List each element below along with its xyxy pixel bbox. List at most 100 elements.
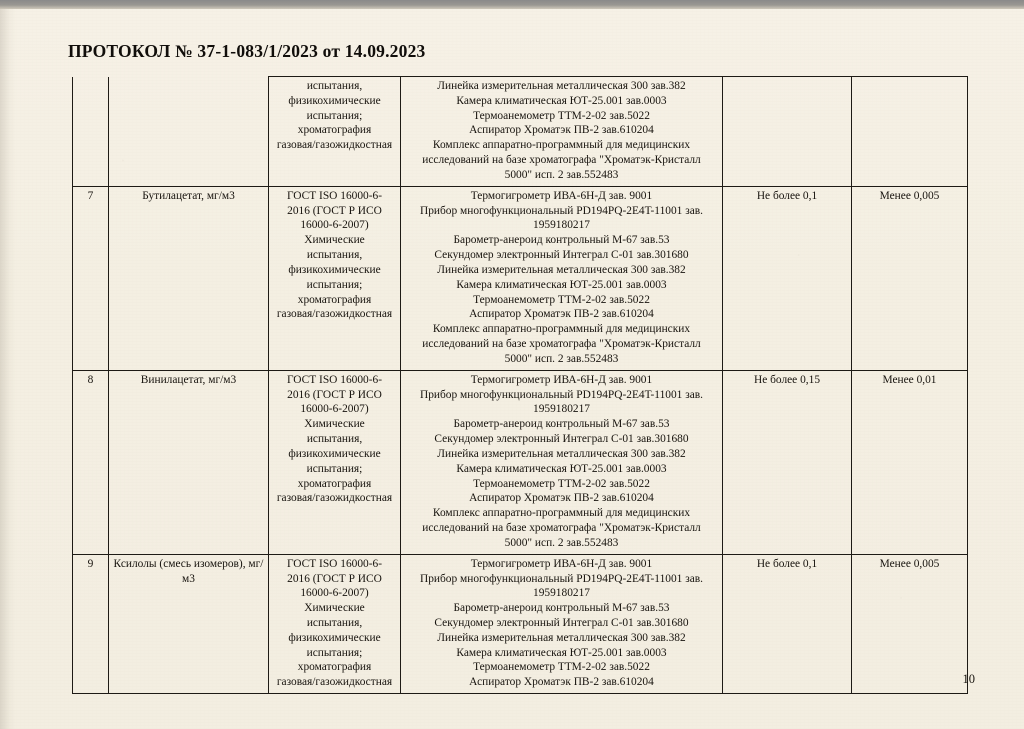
cell-result-value	[851, 76, 968, 187]
cell-test-method-line: 2016 (ГОСТ Р ИСО	[287, 388, 382, 401]
cell-equipment-line: Термоанемометр ТТМ-2-02 зав.5022	[473, 661, 650, 674]
scanner-edge-band	[0, 0, 1024, 9]
cell-test-method-line: ГОСТ ISO 16000-6-	[286, 189, 383, 202]
cell-result-value: Менее 0,005	[851, 185, 968, 371]
cell-row-number: 8	[72, 369, 109, 555]
cell-test-method: ГОСТ ISO 16000-6- 2016 (ГОСТ Р ИСО 16000-6…	[268, 553, 401, 695]
cell-equipment-line: Секундомер электронный Интеграл С-01 зав…	[434, 249, 689, 262]
cell-result-value: Менее 0,01	[851, 369, 968, 555]
cell-test-method-line: испытания,	[306, 616, 363, 629]
cell-equipment-line: Термогигрометр ИВА-6Н-Д зав. 9001	[470, 373, 653, 386]
cell-equipment-line: Линейка измерительная металлическая 300 …	[437, 631, 686, 644]
cell-equipment-line: Барометр-анероид контрольный М-67 зав.53	[453, 418, 670, 431]
cell-equipment-line: Барометр-анероид контрольный М-67 зав.53	[453, 234, 670, 247]
cell-test-method-line: 16000-6-2007)	[300, 403, 369, 416]
cell-test-method-line: хроматография	[297, 477, 372, 490]
measurements-table: испытания, физикохимические испытания; хром…	[72, 76, 968, 695]
cell-test-method-line: 16000-6-2007)	[300, 587, 369, 600]
cell-equipment-line: Комплекс аппаратно-программный для медиц…	[432, 139, 691, 152]
cell-test-method-line: 2016 (ГОСТ Р ИСО	[287, 572, 382, 585]
cell-indicator-name: Бутилацетат, мг/м3	[108, 185, 269, 371]
cell-equipment-line: Аспиратор Хроматэк ПВ-2 зав.610204	[469, 676, 654, 689]
cell-equipment-line: Аспиратор Хроматэк ПВ-2 зав.610204	[469, 124, 654, 137]
cell-test-method-line: испытания;	[306, 109, 363, 122]
cell-row-number	[72, 76, 109, 187]
cell-equipment-line: Секундомер электронный Интеграл С-01 зав…	[434, 433, 689, 446]
cell-test-method-line: 2016 (ГОСТ Р ИСО	[287, 204, 382, 217]
cell-test-method-line: ГОСТ ISO 16000-6-	[286, 373, 383, 386]
cell-equipment-line: Линейка измерительная металлическая 300 …	[437, 80, 686, 92]
cell-equipment-line: 1959180217	[533, 587, 590, 600]
cell-test-method-line: Химические	[304, 602, 365, 615]
cell-test-method-line: испытания,	[306, 249, 363, 262]
cell-norm-value	[722, 76, 852, 187]
cell-norm-value: Не более 0,1	[722, 185, 852, 371]
cell-test-method-line: испытания,	[306, 80, 363, 92]
measurements-table-body: испытания, физикохимические испытания; хром…	[72, 76, 968, 695]
page-title: ПРОТОКОЛ № 37-1-083/1/2023 от 14.09.2023	[68, 41, 426, 61]
cell-row-number: 7	[72, 185, 109, 371]
table-row: 8 Винилацетат, мг/м3 ГОСТ ISO 16000-6- 2016…	[72, 369, 968, 555]
cell-equipment-line: 5000" исп. 2 зав.552483	[504, 352, 619, 365]
cell-equipment-line: 5000" исп. 2 зав.552483	[504, 168, 619, 181]
cell-equipment-line: исследований на базе хроматографа "Хрома…	[422, 522, 701, 535]
cell-test-method-line: 16000-6-2007)	[300, 219, 369, 232]
cell-equipment-line: Прибор многофункциональный PD194PQ-2E4T-…	[419, 572, 703, 585]
cell-equipment-line: Прибор многофункциональный PD194PQ-2E4T-…	[419, 388, 703, 401]
cell-equipment-line: Термоанемометр ТТМ-2-02 зав.5022	[473, 293, 650, 306]
cell-equipment-line: Камера климатическая ЮТ-25.001 зав.0003	[456, 462, 667, 475]
cell-equipment-line: исследований на базе хроматографа "Хрома…	[422, 154, 701, 167]
cell-equipment-line: исследований на базе хроматографа "Хрома…	[422, 338, 701, 351]
cell-equipment-line: Аспиратор Хроматэк ПВ-2 зав.610204	[469, 308, 654, 321]
cell-equipment: Термогигрометр ИВА-6Н-Д зав. 9001 Прибор …	[400, 369, 723, 555]
cell-equipment-line: Термоанемометр ТТМ-2-02 зав.5022	[473, 477, 650, 490]
cell-test-method-line: хроматография	[297, 124, 372, 137]
cell-equipment-line: Камера климатическая ЮТ-25.001 зав.0003	[456, 646, 667, 659]
page-number: 10	[962, 672, 976, 686]
cell-indicator-name: Ксилолы (смесь изомеров), мг/м3	[108, 553, 269, 695]
cell-norm-value: Не более 0,1	[722, 553, 852, 695]
cell-equipment-line: Барометр-анероид контрольный М-67 зав.53	[453, 602, 670, 615]
cell-equipment-line: Секундомер электронный Интеграл С-01 зав…	[434, 616, 689, 629]
cell-equipment-line: Линейка измерительная металлическая 300 …	[437, 447, 686, 460]
cell-test-method: ГОСТ ISO 16000-6- 2016 (ГОСТ Р ИСО 16000-6…	[268, 185, 401, 371]
cell-row-number: 9	[72, 553, 109, 695]
cell-equipment-line: Камера климатическая ЮТ-25.001 зав.0003	[456, 278, 667, 291]
cell-test-method-line: физикохимические	[288, 631, 381, 644]
cell-test-method-line: физикохимические	[288, 94, 381, 107]
cell-equipment-line: 5000" исп. 2 зав.552483	[504, 536, 619, 549]
cell-equipment-line: Камера климатическая ЮТ-25.001 зав.0003	[456, 94, 667, 107]
cell-test-method-line: хроматография	[297, 293, 372, 306]
cell-equipment: Термогигрометр ИВА-6Н-Д зав. 9001 Прибор …	[400, 185, 723, 371]
cell-equipment: Термогигрометр ИВА-6Н-Д зав. 9001 Прибор …	[400, 553, 723, 695]
cell-indicator-name	[108, 76, 269, 187]
cell-test-method-line: испытания;	[306, 646, 363, 659]
cell-test-method-line: Химические	[304, 234, 365, 247]
cell-equipment-line: Термоанемометр ТТМ-2-02 зав.5022	[473, 109, 650, 122]
cell-test-method-line: испытания;	[306, 278, 363, 291]
table-row: 7 Бутилацетат, мг/м3 ГОСТ ISO 16000-6- 2016…	[72, 185, 968, 371]
table-row: испытания, физикохимические испытания; хром…	[72, 76, 968, 187]
cell-equipment: Линейка измерительная металлическая 300 …	[400, 76, 723, 187]
cell-test-method-line: физикохимические	[288, 447, 381, 460]
cell-test-method-line: испытания,	[306, 433, 363, 446]
cell-equipment-line: 1959180217	[533, 219, 590, 232]
cell-test-method-line: ГОСТ ISO 16000-6-	[286, 557, 383, 570]
cell-indicator-name: Винилацетат, мг/м3	[108, 369, 269, 555]
cell-test-method-line: газовая/газожидкостная	[276, 492, 393, 505]
cell-test-method: ГОСТ ISO 16000-6- 2016 (ГОСТ Р ИСО 16000-6…	[268, 369, 401, 555]
cell-equipment-line: Комплекс аппаратно-программный для медиц…	[432, 323, 691, 336]
table-row: 9 Ксилолы (смесь изомеров), мг/м3 ГОСТ ISO…	[72, 553, 968, 695]
cell-test-method-line: газовая/газожидкостная	[276, 676, 393, 689]
cell-equipment-line: Комплекс аппаратно-программный для медиц…	[432, 507, 691, 520]
cell-norm-value: Не более 0,15	[722, 369, 852, 555]
cell-equipment-line: Термогигрометр ИВА-6Н-Д зав. 9001	[470, 189, 653, 202]
cell-result-value: Менее 0,005	[851, 553, 968, 695]
page-spine-shadow	[0, 9, 16, 729]
cell-test-method-line: газовая/газожидкостная	[276, 139, 393, 152]
cell-test-method-line: Химические	[304, 418, 365, 431]
cell-test-method-line: испытания;	[306, 462, 363, 475]
cell-equipment-line: 1959180217	[533, 403, 590, 416]
cell-equipment-line: Прибор многофункциональный PD194PQ-2E4T-…	[419, 204, 703, 217]
